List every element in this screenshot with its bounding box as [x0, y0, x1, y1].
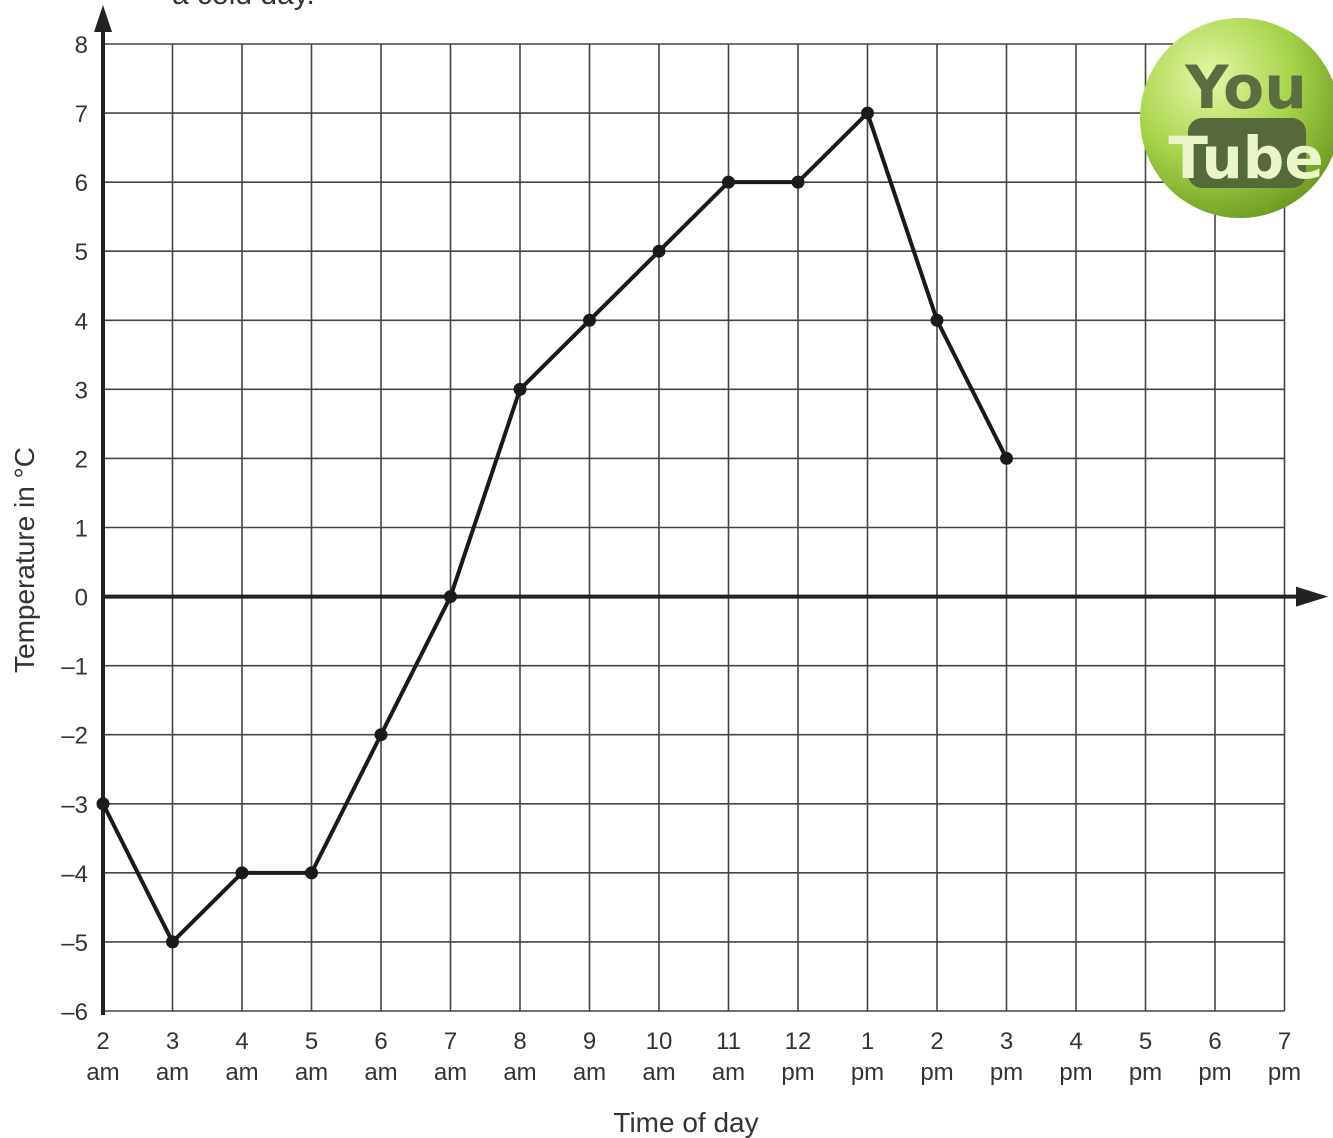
x-tick-label-hour: 1: [861, 1028, 874, 1055]
x-tick-label-hour: 12: [785, 1028, 812, 1055]
x-tick-label-period: am: [573, 1059, 606, 1086]
x-tick-label-period: pm: [1059, 1059, 1092, 1086]
x-tick-label-hour: 4: [235, 1028, 248, 1055]
x-tick-label-hour: 10: [646, 1028, 673, 1055]
x-tick-label-hour: 7: [1278, 1028, 1291, 1055]
x-tick-label-period: am: [86, 1059, 119, 1086]
youtube-logo[interactable]: You Tube: [1140, 18, 1333, 218]
y-tick-label: 6: [75, 170, 88, 197]
data-point: [444, 590, 457, 604]
x-tick-label-period: am: [295, 1059, 328, 1086]
x-tick-label-period: pm: [1268, 1059, 1301, 1086]
x-tick-label-period: am: [364, 1059, 397, 1086]
x-tick-label-hour: 6: [374, 1028, 387, 1055]
data-point: [513, 382, 527, 396]
x-tick-label-period: am: [225, 1059, 258, 1086]
x-tick-label-hour: 7: [444, 1028, 457, 1055]
data-point: [235, 866, 249, 880]
y-axis-arrow-icon: [94, 5, 112, 32]
x-tick-label-period: am: [156, 1059, 189, 1086]
chart-caption: a cold day.: [172, 0, 315, 12]
x-axis-arrow-icon: [1296, 586, 1328, 607]
x-tick-label-period: pm: [920, 1059, 953, 1086]
data-point: [861, 106, 874, 120]
x-tick-label-period: pm: [1198, 1059, 1231, 1086]
x-tick-label-period: am: [434, 1059, 467, 1086]
x-tick-label-period: am: [503, 1059, 536, 1086]
x-tick-label-hour: 3: [1000, 1028, 1013, 1055]
series: [96, 106, 1013, 949]
data-point: [1000, 451, 1013, 465]
x-tick-label-period: pm: [781, 1059, 814, 1086]
grid: [102, 43, 1286, 1012]
data-point: [652, 244, 666, 258]
x-tick-label-hour: 5: [1139, 1028, 1152, 1055]
data-point: [166, 935, 179, 949]
x-tick-label-period: am: [712, 1059, 745, 1086]
y-tick-label: 1: [75, 516, 88, 543]
y-tick-label: –4: [61, 861, 88, 888]
series-line: [101, 111, 1009, 944]
x-tick-label-hour: 6: [1208, 1028, 1221, 1055]
data-point: [374, 728, 388, 742]
y-tick-label: –1: [61, 654, 88, 681]
x-tick-label-period: pm: [1129, 1059, 1162, 1086]
data-point: [583, 313, 596, 327]
x-axis-title: Time of day: [613, 1107, 758, 1138]
data-point: [96, 797, 110, 811]
logo-you-text: You: [1184, 53, 1307, 123]
data-point: [722, 175, 735, 189]
x-tick-label-period: pm: [851, 1059, 884, 1086]
logo-tube-text: Tube: [1168, 124, 1323, 192]
y-tick-label: –5: [61, 930, 88, 957]
y-tick-label: 5: [75, 239, 88, 266]
data-point: [305, 866, 318, 880]
x-tick-label-hour: 4: [1069, 1028, 1082, 1055]
y-tick-label: –6: [61, 999, 88, 1026]
logo-tube-box: [1188, 118, 1306, 188]
x-tick-label-hour: 2: [930, 1028, 943, 1055]
x-tick-label-hour: 9: [583, 1028, 596, 1055]
y-tick-label: 0: [75, 585, 88, 612]
y-tick-label: –2: [61, 723, 88, 750]
y-tick-label: –3: [61, 792, 88, 819]
y-tick-label: 2: [75, 446, 88, 473]
axes: [94, 5, 1328, 1015]
y-axis-title: Temperature in °C: [9, 447, 40, 673]
y-tick-label: 7: [75, 101, 88, 128]
y-tick-label: 4: [75, 308, 88, 335]
x-tick-label-hour: 3: [166, 1028, 179, 1055]
data-point: [791, 175, 805, 189]
y-tick-label: 3: [75, 377, 88, 404]
x-tick-label-hour: 2: [96, 1028, 109, 1055]
x-tick-label-hour: 8: [513, 1028, 526, 1055]
x-tick-label-hour: 11: [716, 1028, 741, 1055]
x-tick-labels: 2 am 3 am 4 am 5 am 6 am 7 am 8 am 9 am 10 am 11 am 12 pm 1 pm 2…: [86, 1028, 1301, 1086]
x-tick-label-hour: 5: [305, 1028, 318, 1055]
data-point: [930, 313, 944, 327]
y-tick-labels: 8 7 6 5 4 3 2 1 0 –1 –2 –3 –4 –5 –6: [61, 32, 88, 1026]
y-tick-label: 8: [75, 32, 88, 59]
x-tick-label-period: pm: [990, 1059, 1023, 1086]
x-tick-label-period: am: [642, 1059, 675, 1086]
